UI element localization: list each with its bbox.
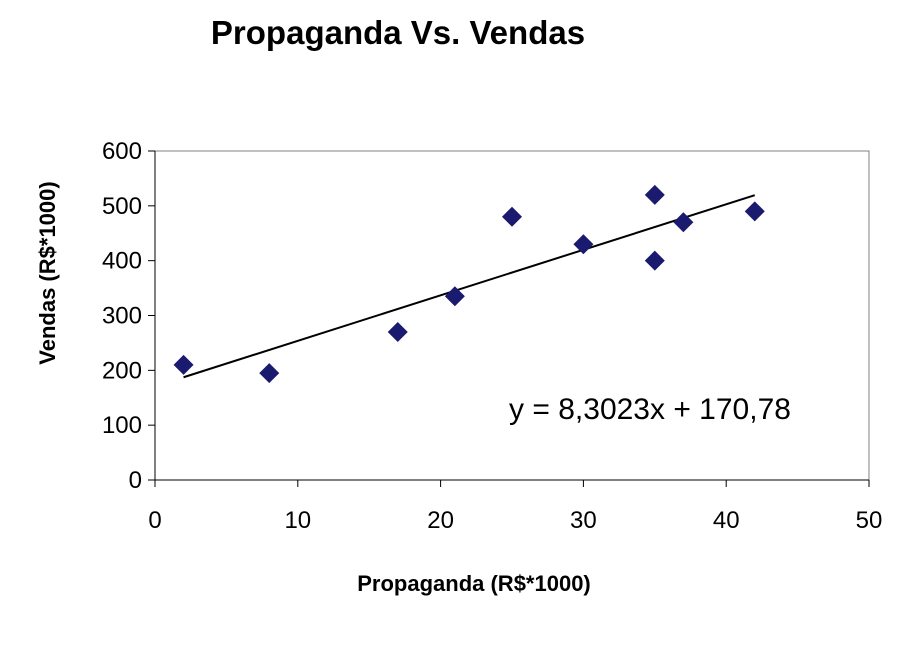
plot-area — [154, 150, 870, 481]
data-point — [644, 250, 665, 271]
y-tick-label: 100 — [102, 412, 142, 439]
trendline-equation: y = 8,3023x + 170,78 — [509, 393, 791, 426]
y-axis-label: Vendas (R$*1000) — [35, 181, 60, 364]
y-tick-label: 200 — [102, 357, 142, 384]
x-tick-label: 30 — [570, 507, 597, 534]
x-tick-label: 40 — [713, 507, 740, 534]
data-point — [744, 201, 765, 222]
chart-title: Propaganda Vs. Vendas — [211, 14, 585, 51]
data-point — [173, 354, 194, 375]
data-point — [573, 234, 594, 255]
points-layer — [173, 184, 765, 384]
y-tick-label: 0 — [129, 467, 142, 494]
y-tick-label: 300 — [102, 303, 142, 330]
y-tick-label: 600 — [102, 138, 142, 165]
x-tick-label: 20 — [427, 507, 454, 534]
x-tick-label: 10 — [284, 507, 311, 534]
trendline — [183, 194, 756, 379]
x-tick-label: 50 — [856, 507, 883, 534]
data-point — [673, 212, 694, 233]
data-point — [444, 286, 465, 307]
y-tick-label: 400 — [102, 248, 142, 275]
y-axis: 0 100 200 300 400 500 600 — [102, 138, 156, 494]
data-point — [259, 363, 280, 384]
y-tick-label: 500 — [102, 193, 142, 220]
trendline-layer — [183, 194, 756, 379]
x-axis-label: Propaganda (R$*1000) — [357, 571, 591, 596]
data-point — [502, 206, 522, 227]
data-point — [387, 321, 408, 342]
data-point — [644, 184, 665, 205]
x-tick-label: 0 — [148, 507, 161, 534]
x-axis: 0 10 20 30 40 50 — [148, 479, 883, 534]
